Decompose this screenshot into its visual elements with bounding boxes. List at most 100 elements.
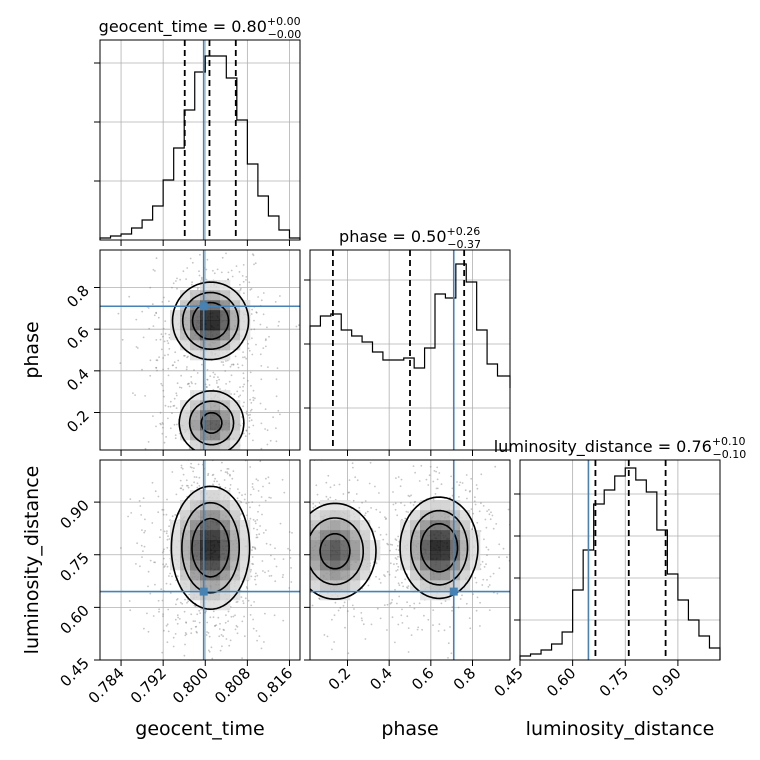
sample-point (449, 626, 451, 628)
sample-point (307, 486, 309, 488)
sample-point (418, 602, 421, 605)
sample-point (301, 644, 303, 646)
sample-point (469, 490, 471, 492)
density-cell (400, 540, 411, 551)
density-cell (200, 540, 211, 551)
sample-point (250, 575, 253, 578)
density-cell (180, 500, 191, 511)
sample-point (407, 585, 410, 587)
sample-point (260, 378, 263, 381)
sample-point (395, 558, 398, 560)
sample-point (154, 561, 157, 564)
density-cell (220, 520, 231, 531)
sample-point (488, 584, 491, 586)
sample-point (157, 316, 160, 319)
sample-point (236, 600, 239, 603)
sample-point (252, 627, 255, 630)
sample-point (172, 478, 174, 480)
sample-point (238, 491, 241, 494)
sample-point (163, 296, 165, 299)
density-cell (190, 570, 201, 581)
sample-point (248, 417, 251, 419)
sample-point (163, 566, 166, 568)
sample-point (194, 382, 197, 385)
sample-point (485, 546, 488, 549)
sample-point (249, 473, 251, 475)
density-cell (220, 420, 231, 431)
x-tick-label-geocent_time: 0.784 (85, 664, 128, 707)
sample-point (290, 567, 292, 569)
sample-point (243, 498, 246, 501)
sample-point (241, 620, 244, 623)
sample-point (293, 534, 295, 536)
sample-point (184, 632, 187, 634)
sample-point (166, 498, 168, 501)
sample-point (186, 356, 189, 359)
sample-point (244, 493, 247, 496)
sample-point (211, 464, 213, 466)
sample-point (209, 616, 212, 619)
sample-point (275, 440, 278, 443)
sample-point (417, 626, 420, 629)
sample-point (459, 481, 462, 484)
sample-point (224, 365, 226, 367)
sample-point (240, 501, 243, 504)
sample-point (242, 405, 245, 408)
density-cell (190, 540, 201, 551)
density-cell (320, 510, 331, 521)
sample-point (128, 600, 131, 602)
density-cell (200, 580, 211, 591)
sample-point (241, 494, 243, 496)
density-cell (180, 340, 191, 351)
sample-point (239, 488, 241, 490)
sample-point (154, 490, 157, 493)
density-cell (200, 320, 211, 331)
sample-point (273, 558, 276, 560)
sample-point (252, 456, 254, 458)
density-cell (190, 510, 201, 521)
sample-point (396, 514, 399, 517)
sample-point (252, 424, 255, 427)
sample-point (384, 518, 387, 520)
sample-point (217, 616, 220, 619)
sample-point (334, 438, 336, 440)
sample-point (160, 588, 163, 591)
sample-point (248, 432, 251, 435)
sample-point (270, 497, 272, 499)
density-cell (430, 590, 441, 601)
sample-point (219, 388, 221, 390)
sample-point (389, 602, 392, 605)
sample-point (117, 312, 120, 315)
sample-point (288, 531, 291, 533)
sample-point (401, 581, 403, 584)
sample-point (293, 614, 295, 616)
sample-point (301, 582, 303, 584)
panel-frame (519, 459, 721, 661)
sample-point (252, 527, 255, 530)
panel-title-luminosity_distance: luminosity_distance = 0.76+0.10 −0.10 (494, 435, 747, 461)
sample-point (171, 364, 174, 367)
sample-point (198, 485, 201, 487)
density-cell (210, 330, 221, 341)
panel-frame (99, 39, 301, 241)
density-cell (220, 320, 231, 331)
sample-point (212, 616, 215, 619)
density-cell (430, 560, 441, 571)
sample-point (488, 513, 491, 516)
sample-point (492, 572, 495, 575)
sample-point (162, 357, 165, 359)
sample-point (141, 529, 143, 531)
sample-point (180, 487, 183, 490)
sample-point (290, 581, 293, 583)
sample-point (455, 457, 457, 459)
sample-point (291, 468, 293, 470)
sample-point (382, 538, 385, 541)
density-cell (180, 540, 191, 551)
sample-point (153, 314, 156, 317)
sample-point (235, 265, 238, 267)
sample-point (183, 354, 185, 357)
sample-point (427, 484, 430, 486)
sample-point (205, 268, 208, 271)
sample-point (223, 479, 226, 481)
sample-point (190, 381, 193, 383)
